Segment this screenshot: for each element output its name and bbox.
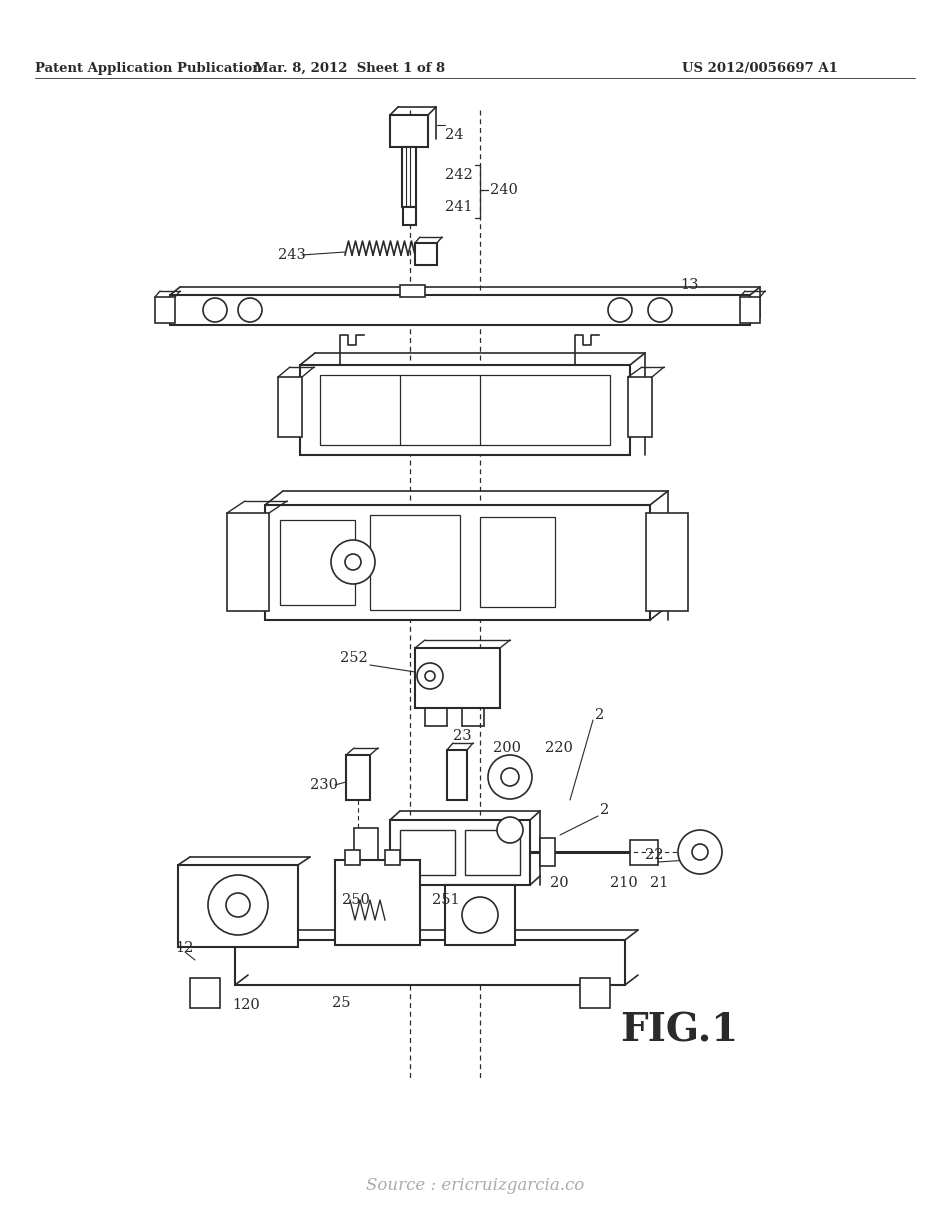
Circle shape [462,897,498,933]
Text: 250: 250 [342,893,370,906]
Circle shape [417,663,443,688]
Bar [445,884,515,944]
Text: Mar. 8, 2012  Sheet 1 of 8: Mar. 8, 2012 Sheet 1 of 8 [255,62,446,75]
Text: 12: 12 [175,941,194,956]
Bar [403,207,416,225]
Bar [320,375,610,445]
Bar [235,940,625,985]
Circle shape [425,671,435,681]
Text: 241: 241 [445,200,473,214]
Bar [447,750,467,800]
Text: US 2012/0056697 A1: US 2012/0056697 A1 [682,62,838,75]
Bar [400,831,455,875]
Bar [370,514,460,610]
Circle shape [497,817,523,843]
Bar [646,513,688,611]
Text: 251: 251 [432,893,460,906]
Bar [402,147,416,207]
Text: 243: 243 [278,247,306,262]
Bar [178,865,298,947]
Text: 240: 240 [490,183,518,197]
Circle shape [226,893,250,918]
Bar [385,850,400,865]
Bar [628,377,652,437]
Circle shape [331,540,375,584]
Circle shape [345,554,361,570]
Bar [400,285,425,296]
Text: 24: 24 [445,127,464,142]
Text: FIG.1: FIG.1 [620,1011,738,1049]
Text: 220: 220 [545,741,573,755]
Bar [580,978,610,1008]
Text: Patent Application Publication: Patent Application Publication [35,62,262,75]
Circle shape [203,298,227,322]
Text: 13: 13 [680,278,698,292]
Circle shape [208,875,268,935]
Text: 210: 210 [610,876,637,891]
Bar [300,365,630,454]
Circle shape [501,768,519,786]
Text: 230: 230 [310,778,338,793]
Bar [630,840,658,865]
Bar [170,295,750,325]
Text: 23: 23 [453,729,471,744]
Bar [480,517,555,608]
Bar [740,296,760,323]
Circle shape [488,755,532,799]
Circle shape [692,844,708,860]
Bar [345,850,360,865]
Bar [415,648,500,708]
Text: 2: 2 [600,804,609,817]
Circle shape [238,298,262,322]
Text: 120: 120 [232,998,259,1012]
Bar [346,755,370,800]
Bar [280,519,355,605]
Circle shape [648,298,672,322]
Bar [265,505,650,620]
Text: 200: 200 [493,741,521,755]
Bar [227,513,269,611]
Bar [278,377,302,437]
Text: 22: 22 [645,848,663,862]
Bar [190,978,220,1008]
Text: 21: 21 [650,876,669,891]
Bar [540,838,555,866]
Bar [335,860,420,944]
Bar [354,828,378,873]
Text: 20: 20 [550,876,569,891]
Text: 2: 2 [595,708,604,722]
Bar [465,831,520,875]
Bar [415,243,437,265]
Circle shape [608,298,632,322]
Text: 242: 242 [445,168,473,183]
Circle shape [678,831,722,873]
Bar [390,115,428,147]
Bar [155,296,175,323]
Bar [390,820,530,884]
Text: 252: 252 [340,650,368,665]
Text: 25: 25 [332,996,351,1009]
Text: Source : ericruizgarcia.co: Source : ericruizgarcia.co [366,1176,584,1193]
